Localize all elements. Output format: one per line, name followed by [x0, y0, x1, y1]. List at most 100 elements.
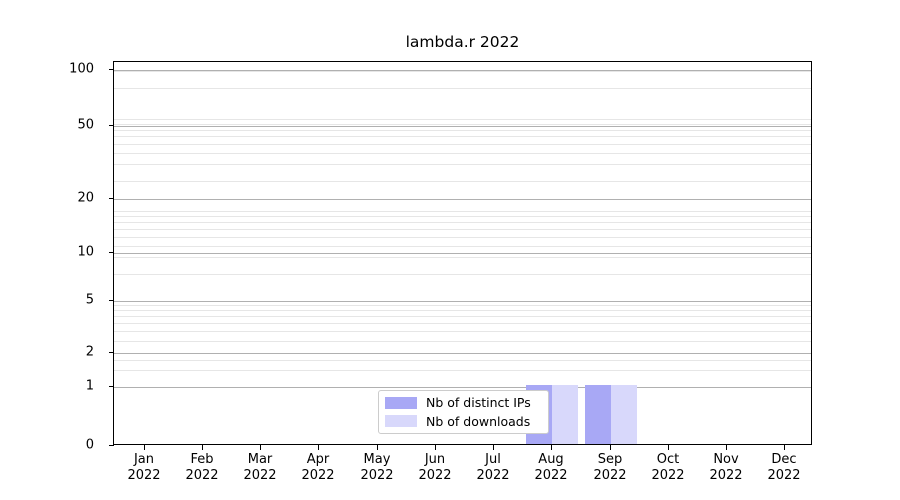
- x-axis-tick-label-line: 2022: [593, 467, 627, 483]
- bar: [611, 385, 637, 444]
- y-axis-tick-mark: [109, 124, 114, 126]
- x-axis-tick-label: Feb 2022: [185, 452, 218, 483]
- x-axis-tick-mark: [667, 445, 669, 450]
- legend-color-swatch: [385, 415, 417, 428]
- y-axis-tick-label: 2: [85, 344, 94, 360]
- y-axis-tick-mark: [109, 299, 114, 301]
- gridline-minor: [114, 222, 811, 223]
- plot-area: [113, 61, 812, 445]
- gridline-minor: [114, 370, 811, 371]
- x-axis-tick-label-line: 2022: [651, 467, 685, 483]
- x-axis-tick-label-line: Jan: [133, 452, 155, 467]
- x-axis-tick-label: Sep 2022: [593, 452, 626, 483]
- gridline-major: [114, 301, 811, 302]
- gridline-minor: [114, 88, 811, 89]
- y-axis-tick-label: 20: [77, 190, 94, 206]
- x-axis-tick-label-line: Nov: [713, 452, 739, 467]
- x-axis-tick-label-line: 2022: [534, 467, 568, 483]
- gridline-minor: [114, 310, 811, 311]
- gridline-minor: [114, 323, 811, 324]
- legend-entry-label: Nb of distinct IPs: [426, 395, 531, 411]
- y-axis-tick-label: 10: [77, 244, 94, 260]
- legend-entry: Nb of distinct IPs: [385, 395, 542, 411]
- gridline-minor: [114, 181, 811, 182]
- gridline-major: [114, 70, 811, 71]
- gridline-minor: [114, 316, 811, 317]
- gridline-major: [114, 199, 811, 200]
- x-axis-tick-label-line: 2022: [476, 467, 510, 483]
- x-axis-tick-mark: [376, 445, 378, 450]
- gridline-major: [114, 253, 811, 254]
- gridline-minor: [114, 130, 811, 131]
- gridline-minor: [114, 119, 811, 120]
- chart-legend: Nb of distinct IPs Nb of downloads: [378, 390, 549, 434]
- x-axis-tick-mark: [725, 445, 727, 450]
- x-axis-tick-label: May 2022: [360, 452, 393, 483]
- y-axis-tick-label: 100: [69, 61, 94, 77]
- x-axis-tick-mark: [550, 445, 552, 450]
- gridline-minor: [114, 305, 811, 306]
- x-axis-tick-label-line: Feb: [190, 452, 214, 467]
- x-axis-tick-label-line: Aug: [538, 452, 564, 467]
- gridline-minor: [114, 216, 811, 217]
- bar: [585, 385, 611, 444]
- x-axis-tick-label: Apr 2022: [301, 452, 334, 483]
- y-axis-tick-mark: [109, 197, 114, 199]
- y-axis-tick-mark: [109, 444, 114, 446]
- x-axis-tick-label: Oct 2022: [651, 452, 684, 483]
- gridline-major: [114, 353, 811, 354]
- chart-title: lambda.r 2022: [405, 33, 520, 51]
- gridline-minor: [114, 71, 811, 72]
- x-axis-tick-label-line: Sep: [597, 452, 623, 467]
- x-axis-tick-label: Jan 2022: [127, 452, 160, 483]
- gridline-major: [114, 387, 811, 388]
- legend-entry: Nb of downloads: [385, 414, 542, 430]
- x-axis-tick-mark: [317, 445, 319, 450]
- y-axis-tick-label: 1: [85, 378, 94, 394]
- x-axis-tick-label-line: 2022: [185, 467, 219, 483]
- x-axis-tick-label-line: 2022: [418, 467, 452, 483]
- x-axis-tick-label-line: Dec: [771, 452, 797, 467]
- gridline-minor: [114, 331, 811, 332]
- y-axis-tick-mark: [109, 351, 114, 353]
- x-axis-tick-label-line: 2022: [301, 467, 335, 483]
- x-axis-tick-mark: [259, 445, 261, 450]
- x-axis-tick-label: Dec 2022: [767, 452, 800, 483]
- x-axis-tick-label-line: Apr: [306, 452, 330, 467]
- gridline-minor: [114, 341, 811, 342]
- x-axis-tick-label: Jul 2022: [476, 452, 509, 483]
- y-axis-tick-label: 5: [85, 292, 94, 308]
- x-axis-tick-mark: [609, 445, 611, 450]
- x-axis-tick-mark: [783, 445, 785, 450]
- x-axis-tick-mark: [201, 445, 203, 450]
- gridline-minor: [114, 237, 811, 238]
- legend-color-swatch: [385, 396, 417, 409]
- gridline-major: [114, 126, 811, 127]
- x-axis-tick-label-line: Jul: [485, 452, 501, 467]
- x-axis-tick-label: Mar 2022: [243, 452, 276, 483]
- gridline-minor: [114, 360, 811, 361]
- x-axis-tick-label-line: 2022: [243, 467, 277, 483]
- gridline-minor: [114, 144, 811, 145]
- gridline-minor: [114, 257, 811, 258]
- x-axis-tick-mark: [492, 445, 494, 450]
- x-axis-tick-label: Jun 2022: [418, 452, 451, 483]
- y-axis-tick-label: 0: [85, 437, 94, 453]
- y-axis-tick-mark: [109, 251, 114, 253]
- x-axis-tick-label-line: Oct: [656, 452, 680, 467]
- x-axis-tick-label-line: Jun: [424, 452, 446, 467]
- x-axis-tick-mark: [434, 445, 436, 450]
- x-axis-tick-label-line: 2022: [767, 467, 801, 483]
- gridline-minor: [114, 246, 811, 247]
- x-axis-tick-label-line: Mar: [247, 452, 273, 467]
- gridline-minor: [114, 274, 811, 275]
- x-axis-tick-label: Aug 2022: [534, 452, 567, 483]
- x-axis-tick-label: Nov 2022: [709, 452, 742, 483]
- bar: [552, 385, 578, 444]
- gridline-minor: [114, 229, 811, 230]
- gridline-minor: [114, 153, 811, 154]
- y-axis-tick-mark: [109, 385, 114, 387]
- gridline-minor: [114, 164, 811, 165]
- x-axis-tick-label-line: May: [363, 452, 391, 467]
